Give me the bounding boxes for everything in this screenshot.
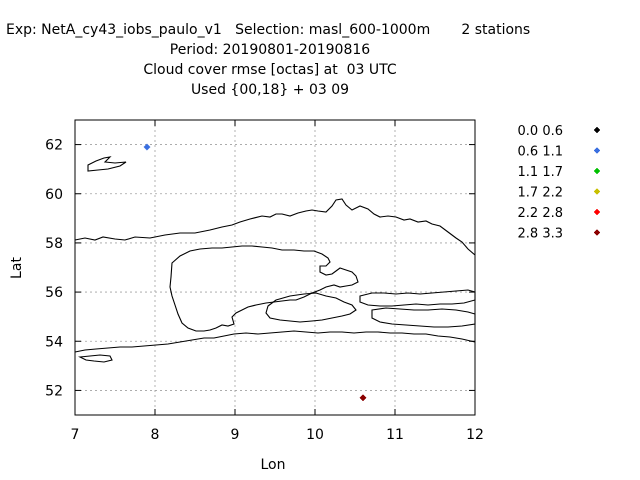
station-point: [143, 143, 151, 151]
plot-border: [74, 119, 476, 416]
x-tick-labels: 7 8 9 10 11 12: [71, 427, 484, 443]
x-tick-label: 9: [231, 427, 240, 443]
experiment-title: Exp: NetA_cy43_iobs_paulo_v1 Selection: …: [6, 22, 531, 38]
y-tick-label: 54: [45, 334, 63, 350]
y-tick-label: 56: [45, 285, 63, 301]
x-tick-label: 10: [306, 427, 324, 443]
legend: 0.0 0.6 0.6 1.1 1.1 1.7 1.7 2.2 2.2 2.8 2.8 3…: [518, 124, 601, 242]
legend-marker: [593, 167, 601, 175]
legend-label: 2.2 2.8: [518, 206, 563, 221]
legend-marker: [593, 126, 601, 134]
y-tick-label: 58: [45, 236, 63, 252]
station-points: [143, 143, 367, 402]
y-tick-label: 62: [45, 138, 63, 154]
legend-label: 0.0 0.6: [518, 124, 563, 139]
x-axis-label: Lon: [261, 457, 286, 473]
station-point: [359, 394, 367, 402]
grid-lines: [75, 120, 475, 415]
x-tick-label: 8: [151, 427, 160, 443]
x-tick-label: 12: [466, 427, 484, 443]
metric-title: Cloud cover rmse [octas] at 03 UTC: [143, 62, 397, 78]
y-tick-labels: 52 54 56 58 60 62: [45, 138, 63, 400]
legend-marker: [593, 147, 601, 154]
legend-marker: [593, 188, 601, 195]
legend-label: 2.8 3.3: [518, 227, 563, 242]
legend-label: 0.6 1.1: [518, 145, 563, 160]
y-axis-label: Lat: [9, 257, 25, 279]
legend-marker: [593, 229, 601, 236]
legend-marker: [593, 208, 601, 216]
x-tick-label: 7: [71, 427, 80, 443]
legend-label: 1.1 1.7: [518, 165, 563, 180]
legend-label: 1.7 2.2: [518, 186, 563, 201]
y-tick-label: 60: [45, 187, 63, 203]
used-title: Used {00,18} + 03 09: [190, 82, 350, 98]
coastline-map: [74, 156, 476, 363]
y-tick-label: 52: [45, 383, 63, 399]
x-tick-label: 11: [386, 427, 404, 443]
period-title: Period: 20190801-20190816: [169, 42, 371, 58]
plot-frame: [74, 119, 476, 416]
